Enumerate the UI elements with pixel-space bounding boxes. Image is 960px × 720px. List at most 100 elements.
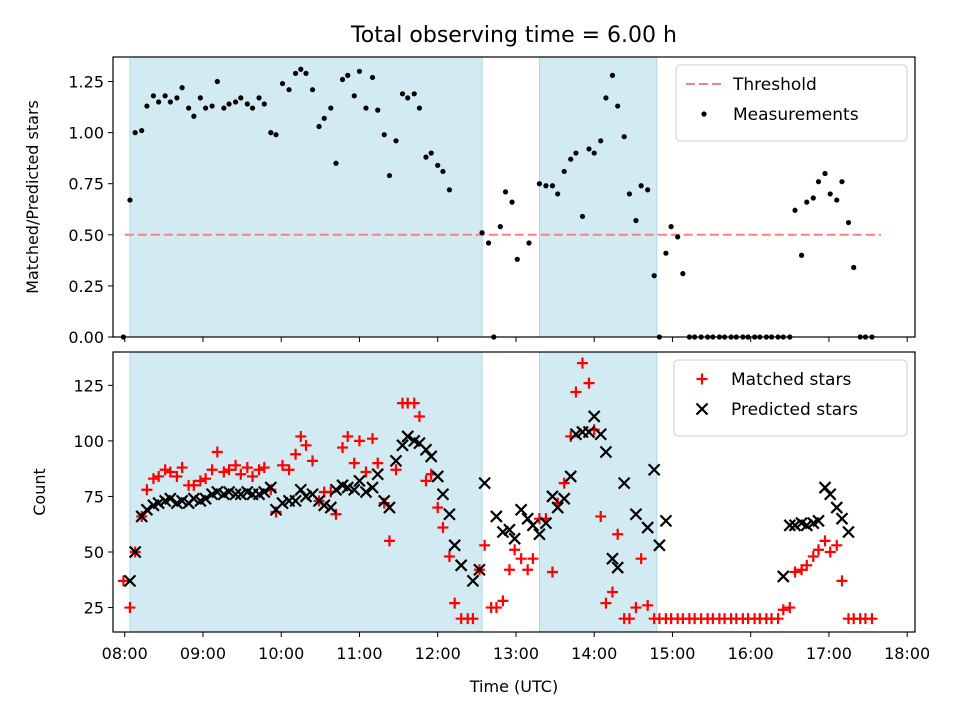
data-point xyxy=(615,103,621,109)
data-point xyxy=(485,240,492,246)
data-point xyxy=(437,522,449,534)
bottom-legend-box xyxy=(673,359,908,437)
data-point xyxy=(570,386,582,398)
data-point xyxy=(413,410,425,422)
data-point xyxy=(366,481,379,494)
data-point xyxy=(473,563,486,577)
data-point xyxy=(235,468,247,480)
data-point xyxy=(428,150,434,156)
data-point xyxy=(801,559,813,571)
data-point xyxy=(503,523,516,537)
data-point xyxy=(839,179,845,185)
top-legend-box xyxy=(675,64,908,142)
data-point xyxy=(557,492,571,505)
data-point xyxy=(497,595,509,607)
data-point xyxy=(257,485,271,499)
data-point xyxy=(221,105,227,111)
data-point xyxy=(359,485,373,499)
data-point xyxy=(127,197,133,203)
data-point xyxy=(347,483,361,497)
data-point xyxy=(123,574,137,588)
data-point xyxy=(367,433,379,445)
data-point xyxy=(268,130,274,136)
data-point xyxy=(218,466,230,478)
data-point xyxy=(256,95,262,101)
data-point xyxy=(176,462,188,474)
legend-marker xyxy=(695,402,709,416)
data-point xyxy=(360,466,372,478)
legend-label: Measurements xyxy=(733,105,859,125)
data-point xyxy=(353,435,365,447)
data-point xyxy=(194,475,206,487)
legend-marker xyxy=(696,373,708,385)
data-point xyxy=(503,564,515,576)
y-tick-label: 1.00 xyxy=(68,124,104,143)
data-point xyxy=(286,87,292,93)
x-tick-label: 08:00 xyxy=(102,644,148,663)
data-point xyxy=(568,156,574,162)
data-point xyxy=(423,154,429,160)
data-point xyxy=(324,501,338,514)
data-point xyxy=(230,459,242,471)
data-point xyxy=(363,105,369,111)
data-point xyxy=(448,539,461,552)
data-point xyxy=(621,134,627,140)
data-point xyxy=(526,240,532,246)
data-point xyxy=(232,99,239,105)
data-point xyxy=(202,105,209,111)
data-point xyxy=(586,146,592,152)
data-point xyxy=(573,150,579,156)
data-point xyxy=(558,477,570,489)
data-point xyxy=(812,544,824,556)
legend-marker xyxy=(701,111,707,117)
legend-label: Predicted stars xyxy=(731,400,858,420)
data-point xyxy=(626,191,633,197)
data-point xyxy=(629,507,643,521)
data-point xyxy=(371,467,385,481)
data-point xyxy=(139,127,145,134)
data-point xyxy=(509,544,521,556)
data-point xyxy=(339,76,346,83)
x-axis-label: Time (UTC) xyxy=(469,677,558,696)
data-point xyxy=(411,91,417,97)
data-point xyxy=(258,462,270,474)
data-point xyxy=(353,474,366,488)
y-tick-label: 1.25 xyxy=(68,73,104,92)
data-point xyxy=(150,93,157,99)
data-point xyxy=(345,72,351,78)
data-point xyxy=(300,439,312,451)
data-point xyxy=(383,535,395,547)
data-point xyxy=(292,70,299,76)
data-point xyxy=(117,575,129,587)
data-point xyxy=(783,519,797,532)
data-point xyxy=(390,464,402,476)
data-point xyxy=(522,564,534,576)
data-point xyxy=(508,532,521,545)
data-point xyxy=(587,410,601,423)
x-tick-label: 10:00 xyxy=(258,644,304,663)
data-point xyxy=(824,546,836,558)
x-tick-label: 09:00 xyxy=(180,644,226,663)
data-point xyxy=(309,87,316,93)
data-point xyxy=(342,430,354,442)
y-tick-label: 0.75 xyxy=(68,175,104,194)
data-point xyxy=(777,604,789,616)
data-point xyxy=(466,574,480,588)
data-point xyxy=(199,492,212,505)
data-point xyxy=(283,464,295,476)
y-tick-label: 100 xyxy=(73,432,104,451)
data-point xyxy=(564,470,578,483)
top-y-axis-label: Matched/Predicted stars xyxy=(23,100,42,294)
data-point xyxy=(822,170,828,177)
data-point xyxy=(831,539,843,551)
data-point xyxy=(533,527,546,541)
data-point xyxy=(641,521,654,534)
data-point xyxy=(321,115,327,121)
data-point xyxy=(401,430,414,443)
data-point xyxy=(191,113,197,119)
data-point xyxy=(141,484,153,496)
data-point xyxy=(583,377,595,389)
data-point xyxy=(416,105,423,111)
data-point xyxy=(405,95,411,101)
data-point xyxy=(446,187,453,193)
